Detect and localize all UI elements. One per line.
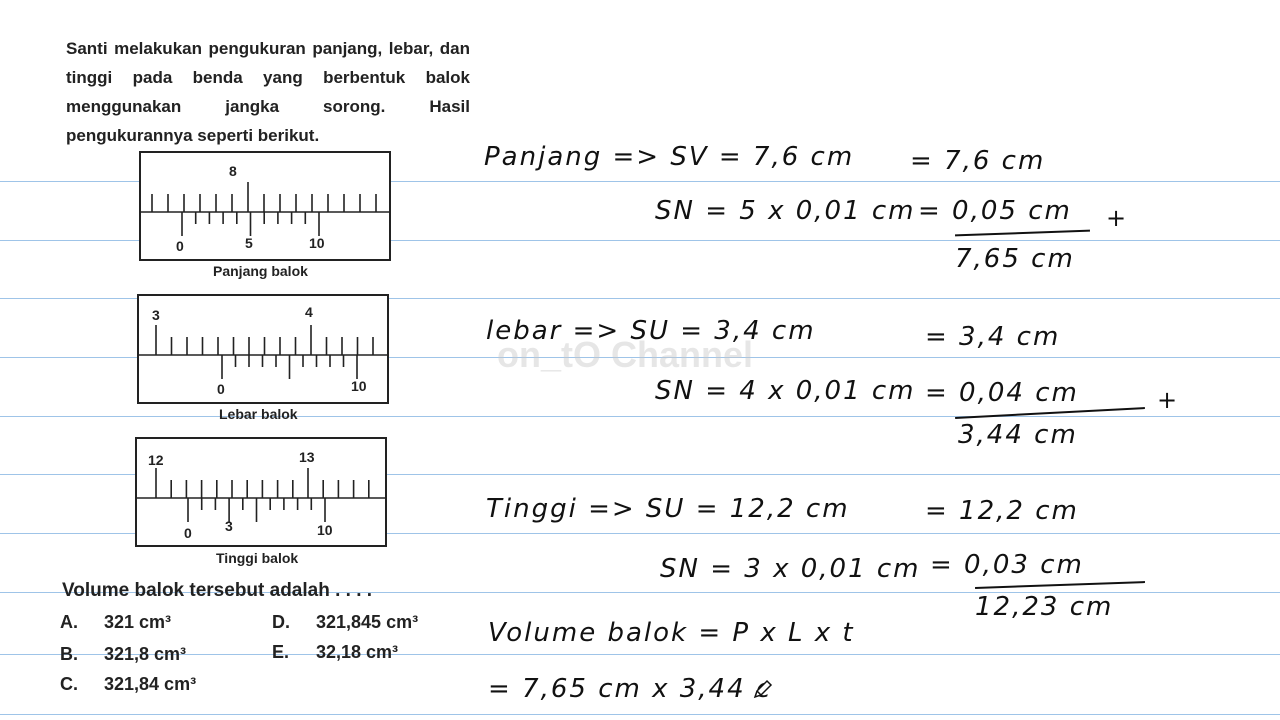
hw-volume-formula: Volume balok = P x L x t: [488, 618, 855, 648]
hw-tinggi-result2: = 0,03 cm: [930, 550, 1084, 580]
hw-plus-sign: +: [1157, 386, 1178, 414]
hw-lebar-result2: = 0,04 cm: [925, 378, 1079, 408]
ruled-line: [0, 181, 1280, 182]
hw-panjang-result1: = 7,6 cm: [910, 146, 1046, 176]
option-e[interactable]: E. 32,18 cm³: [272, 642, 398, 663]
ruled-line: [0, 298, 1280, 299]
caliper-vernier-label: 10: [309, 235, 325, 251]
option-b[interactable]: B. 321,8 cm³: [60, 644, 186, 665]
hw-panjang-line1: Panjang => SV = 7,6 cm: [484, 142, 855, 172]
option-value: 321,84 cm³: [104, 674, 197, 694]
option-value: 321,845 cm³: [316, 612, 419, 632]
hw-underline: [955, 407, 1145, 419]
option-d[interactable]: D. 321,845 cm³: [272, 612, 418, 633]
watermark: on_tO Channel: [497, 334, 754, 375]
option-c[interactable]: C. 321,84 cm³: [60, 674, 196, 695]
option-value: 321,8 cm³: [104, 644, 187, 664]
volume-question: Volume balok tersebut adalah . . . .: [62, 580, 373, 601]
ruled-line: [0, 240, 1280, 241]
caliper-panjang: [139, 151, 391, 261]
option-value: 32,18 cm³: [316, 642, 399, 662]
caliper-vernier-label: 10: [351, 378, 367, 394]
hw-underline: [975, 581, 1145, 589]
ruled-line: [0, 654, 1280, 655]
hw-tinggi-total: 12,23 cm: [975, 592, 1114, 622]
option-letter: D.: [272, 612, 290, 632]
caliper-main-label: 8: [229, 163, 237, 179]
caliper-main-label: 12: [148, 452, 164, 468]
hw-tinggi-line1: Tinggi => SU = 12,2 cm: [486, 494, 850, 524]
caliper-lebar: [137, 294, 389, 404]
caliper-caption: Lebar balok: [219, 406, 298, 422]
caliper-vernier-label: 0: [176, 238, 184, 254]
ruled-line: [0, 357, 1280, 358]
caliper-main-label: 13: [299, 449, 315, 465]
ruled-line: [0, 416, 1280, 417]
hw-panjang-line2: SN = 5 x 0,01 cm: [655, 196, 916, 226]
ruled-line: [0, 533, 1280, 534]
option-letter: C.: [60, 674, 78, 694]
caliper-main-label: 3: [152, 307, 160, 323]
option-letter: A.: [60, 612, 78, 632]
hw-panjang-total: 7,65 cm: [955, 244, 1075, 274]
ruled-line: [0, 474, 1280, 475]
hw-lebar-result1: = 3,4 cm: [925, 322, 1061, 352]
pen-cursor-icon: [753, 679, 773, 699]
hw-tinggi-result1: = 12,2 cm: [925, 496, 1079, 526]
hw-plus-sign: +: [1106, 204, 1127, 232]
hw-lebar-total: 3,44 cm: [958, 420, 1078, 450]
caliper-vernier-label: 0: [217, 381, 225, 397]
hw-volume-calc: = 7,65 cm x 3,44 c: [488, 674, 773, 704]
caliper-caption: Tinggi balok: [216, 550, 299, 566]
caliper-vernier-label: 0: [184, 525, 192, 541]
ruled-line: [0, 592, 1280, 593]
hw-underline: [955, 229, 1090, 237]
option-value: 321 cm³: [104, 612, 172, 632]
caliper-main-label: 4: [305, 304, 313, 320]
ruled-line: [0, 714, 1280, 715]
caliper-vernier-label: 3: [225, 518, 233, 534]
caliper-vernier-label: 5: [245, 235, 253, 251]
hw-lebar-line1: lebar => SU = 3,4 cm: [486, 316, 816, 346]
hw-tinggi-line2: SN = 3 x 0,01 cm: [660, 554, 921, 584]
caliper-tinggi: [135, 437, 387, 547]
option-letter: E.: [272, 642, 290, 662]
caliper-caption: Panjang balok: [213, 263, 308, 279]
question-text: Santi melakukan pengukuran panjang, leba…: [66, 39, 470, 145]
hw-lebar-line2: SN = 4 x 0,01 cm: [655, 376, 916, 406]
hw-panjang-result2: = 0,05 cm: [918, 196, 1072, 226]
option-a[interactable]: A. 321 cm³: [60, 612, 171, 633]
option-letter: B.: [60, 644, 78, 664]
caliper-vernier-label: 10: [317, 522, 333, 538]
